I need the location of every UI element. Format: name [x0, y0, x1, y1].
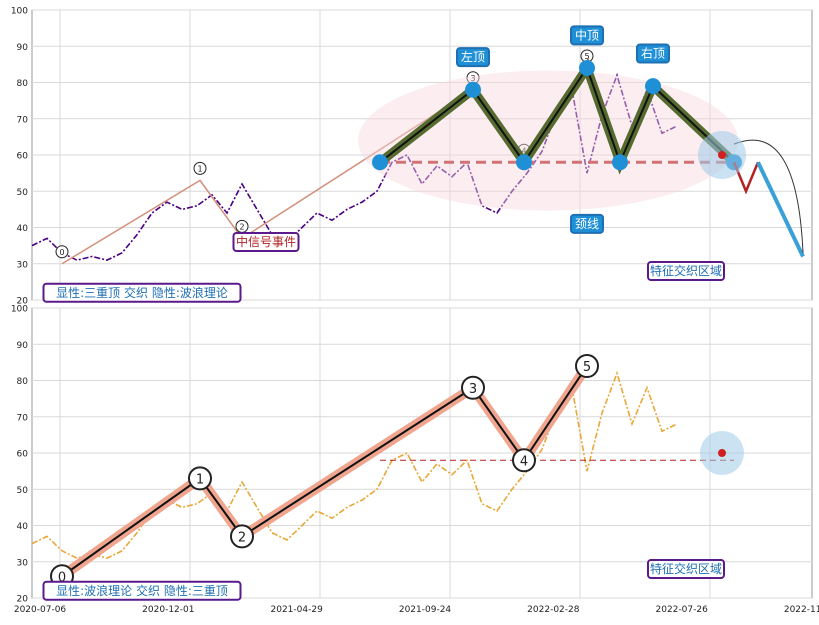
top-label-zone-box: [647, 261, 725, 281]
top-projection-arc: [733, 139, 804, 253]
bottom-legend: 显性:波浪理论 交织 隐性:三重顶: [56, 583, 228, 598]
top-pattern-node: [516, 154, 532, 171]
bottom-wave-label-1: 1: [196, 472, 204, 487]
top-label-zone: 特征交织区域: [650, 263, 722, 278]
top-zone-center: [718, 151, 726, 159]
bottom-xtick-label: 2021-09-24: [399, 605, 452, 615]
bottom-ytick-label: 30: [17, 558, 29, 568]
top-wave-point-0: [55, 245, 69, 259]
bottom-wave-label-2: 2: [238, 530, 246, 545]
top-wave-point-1: [193, 161, 207, 175]
top-ytick-label: 40: [17, 224, 29, 234]
top-ytick-label: 50: [17, 188, 29, 198]
top-ytick-label: 100: [11, 7, 28, 17]
bottom-wave-line: [61, 365, 588, 578]
top-wave-label-5: 5: [584, 52, 589, 61]
bottom-wave-label-4: 4: [520, 454, 528, 469]
top-pattern-node: [645, 78, 661, 95]
bottom-label-zone: 特征交织区域: [650, 561, 722, 576]
bottom-ytick-label: 40: [17, 522, 29, 532]
top-ytick-label: 90: [17, 43, 29, 53]
bottom-ytick-label: 70: [17, 413, 29, 423]
top-label-neckline-box: [570, 213, 604, 234]
bottom-xtick-label: 2021-04-29: [271, 605, 324, 615]
top-pattern-node: [372, 154, 388, 171]
top-legend: 显性:三重顶 交织 隐性:波浪理论: [56, 285, 228, 300]
bottom-wave-point-2: [230, 524, 254, 549]
bottom-ytick-label: 60: [17, 450, 29, 460]
bottom-xtick-label: 2022-02-28: [527, 605, 580, 615]
bottom-xtick-label: 2020-12-01: [142, 605, 194, 615]
bottom-wave-label-0: 0: [58, 570, 66, 585]
top-label-mid-top: 中顶: [575, 27, 599, 42]
bottom-ytick-label: 20: [17, 595, 29, 605]
bottom-ytick-label: 90: [17, 341, 29, 351]
bottom-wave-point-3: [461, 375, 485, 400]
bottom-legend-box: [42, 580, 242, 601]
top-projection-target: [756, 161, 805, 258]
top-label-right-top-box: [636, 43, 670, 64]
top-wave-label-4: 4: [521, 146, 526, 155]
bottom-wave-point-4: [512, 448, 536, 473]
top-ytick-label: 60: [17, 152, 29, 162]
top-pattern-node: [579, 60, 595, 76]
top-label-neckline: 颈线: [575, 217, 599, 231]
top-ytick-label: 80: [17, 79, 29, 89]
top-wave-line: [61, 89, 474, 265]
top-legend-box: [42, 282, 242, 303]
bottom-ytick-label: 80: [17, 377, 29, 387]
bottom-wave-point-5: [575, 354, 599, 378]
top-wave-label-0: 0: [59, 248, 64, 257]
bottom-ytick-label: 50: [17, 486, 29, 496]
top-label-event-box: [232, 232, 300, 252]
bottom-wave-label-3: 3: [469, 382, 477, 397]
bottom-zone-center: [718, 449, 726, 457]
bottom-xtick-label: 2022-07-26: [656, 605, 709, 615]
top-label-event: 中信号事件: [236, 234, 296, 249]
bottom-label-zone-box: [647, 559, 725, 579]
bottom-xtick-label: 2022-11-03: [784, 605, 819, 615]
top-label-left-top: 左顶: [461, 49, 485, 64]
top-label-mid-top-box: [570, 25, 604, 46]
top-wave-label-2: 2: [239, 222, 244, 231]
bottom-ytick-label: 100: [11, 305, 28, 315]
bottom-xtick-label: 2020-07-06: [14, 605, 67, 615]
top-ytick-label: 20: [17, 297, 29, 307]
bottom-wave-label-5: 5: [583, 360, 591, 375]
top-label-right-top: 右顶: [641, 46, 665, 61]
bottom-wave-point-1: [188, 466, 212, 491]
top-label-left-top-box: [456, 47, 490, 68]
top-ytick-label: 70: [17, 115, 29, 125]
top-wave-label-1: 1: [197, 164, 202, 173]
top-pattern-node: [612, 154, 628, 171]
top-pattern-node: [465, 81, 481, 98]
top-ytick-label: 30: [17, 260, 29, 270]
top-wave-label-3: 3: [470, 74, 475, 83]
